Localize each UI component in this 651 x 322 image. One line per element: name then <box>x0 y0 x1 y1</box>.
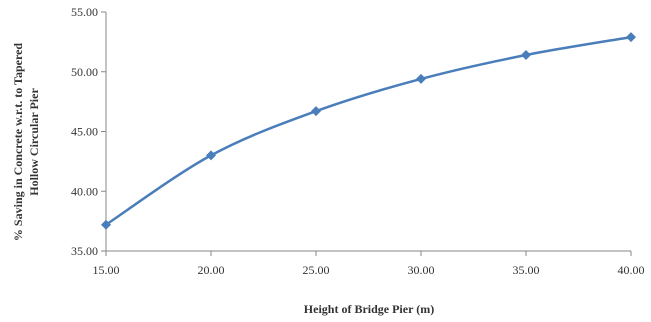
y-tick-label: 45.00 <box>71 125 98 139</box>
y-axis-label: % Saving in Concrete w.r.t. to Tapered H… <box>11 43 41 241</box>
x-tick-label: 40.00 <box>618 263 645 277</box>
x-axis-label: Height of Bridge Pier (m) <box>304 302 434 316</box>
data-point <box>311 106 321 117</box>
x-tick-label: 20.00 <box>198 263 225 277</box>
y-tick-label: 50.00 <box>71 65 98 79</box>
x-tick-label: 30.00 <box>408 263 435 277</box>
x-tick-label: 25.00 <box>303 263 330 277</box>
data-point <box>521 50 531 61</box>
axes <box>101 11 632 256</box>
data-point <box>206 150 216 161</box>
x-tick-label: 15.00 <box>93 263 120 277</box>
data-point <box>416 73 426 84</box>
y-tick-label: 35.00 <box>71 244 98 258</box>
y-axis-label-line1: % Saving in Concrete w.r.t. to Tapered <box>11 43 25 241</box>
series-line <box>105 35 632 226</box>
y-tick-label: 40.00 <box>71 184 98 198</box>
tick-labels: 35.00 40.00 45.00 50.00 55.00 15.00 20.00 25.00… <box>71 5 645 277</box>
x-tick-label: 35.00 <box>513 263 540 277</box>
data-point <box>626 32 636 43</box>
data-point <box>101 219 111 230</box>
y-tick-label: 55.00 <box>71 5 98 19</box>
y-axis-label-line2: Hollow Circular Pier <box>27 88 41 196</box>
series <box>101 32 636 230</box>
